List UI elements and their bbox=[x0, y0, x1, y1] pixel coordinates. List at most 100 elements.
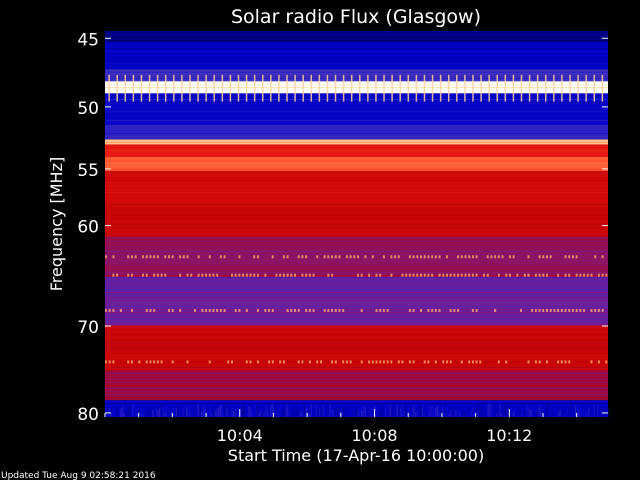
interference-streak bbox=[286, 74, 288, 102]
frequency-bands bbox=[105, 31, 608, 417]
dashed-emission-mark bbox=[423, 255, 426, 259]
low-band-texture bbox=[366, 403, 368, 417]
low-band-texture bbox=[460, 408, 462, 417]
dashed-emission-mark bbox=[571, 309, 574, 313]
low-band-texture bbox=[490, 403, 493, 417]
dashed-emission-mark bbox=[223, 309, 226, 313]
dashed-emission-mark bbox=[282, 360, 285, 364]
low-band-texture bbox=[163, 412, 166, 417]
band-texture-line bbox=[105, 277, 608, 278]
y-tick-label: 55 bbox=[77, 161, 99, 181]
low-band-texture bbox=[450, 409, 452, 417]
interference-streak bbox=[334, 74, 337, 102]
updated-timestamp: Updated Tue Aug 9 02:58:21 2016 bbox=[1, 471, 156, 480]
band-texture-line bbox=[105, 337, 608, 338]
low-band-texture bbox=[601, 410, 604, 417]
band-texture-line bbox=[105, 209, 608, 210]
dashed-emission-mark bbox=[468, 255, 471, 259]
band-texture-line bbox=[105, 54, 608, 55]
low-band-texture bbox=[549, 406, 552, 417]
x-axis: 10:04 10:08 10:12 bbox=[104, 409, 578, 445]
low-band-texture bbox=[335, 404, 338, 417]
dashed-emission-mark bbox=[338, 309, 341, 313]
low-band-texture bbox=[147, 409, 149, 417]
band-texture-line bbox=[105, 331, 608, 332]
low-band-texture bbox=[344, 410, 346, 417]
low-band-texture bbox=[416, 409, 419, 417]
dashed-emission-mark bbox=[412, 273, 415, 277]
low-band-texture bbox=[436, 405, 439, 417]
low-band-texture bbox=[185, 406, 188, 417]
dashed-emission-mark bbox=[583, 309, 586, 313]
dashed-emission-mark bbox=[242, 273, 245, 277]
low-band-texture bbox=[286, 403, 289, 417]
dashed-emission-mark bbox=[538, 360, 541, 364]
y-tick-label: 60 bbox=[77, 218, 99, 238]
dashed-emission-mark bbox=[130, 273, 133, 277]
dashed-emission-mark bbox=[268, 360, 271, 364]
low-band-texture bbox=[194, 406, 196, 417]
low-band-texture bbox=[484, 411, 486, 417]
dashed-emission-mark bbox=[342, 309, 345, 313]
low-band-texture bbox=[142, 410, 144, 417]
dashed-emission-mark bbox=[331, 360, 334, 364]
dashed-emission-mark bbox=[112, 255, 115, 259]
low-band-texture bbox=[551, 404, 553, 417]
band-texture-line bbox=[105, 324, 608, 325]
interference-streak bbox=[181, 74, 183, 102]
dashed-emission-mark bbox=[475, 360, 478, 364]
low-band-texture bbox=[480, 407, 483, 417]
band-texture-line bbox=[105, 300, 608, 301]
dashed-emission-mark bbox=[534, 309, 537, 313]
dashed-emission-mark bbox=[331, 273, 334, 277]
dashed-emission-mark bbox=[338, 255, 341, 259]
band-texture-line bbox=[105, 254, 608, 255]
dashed-emission-mark bbox=[149, 255, 152, 259]
dashed-emission-mark bbox=[256, 273, 259, 277]
low-band-texture bbox=[123, 412, 126, 417]
band-texture-line bbox=[105, 328, 608, 329]
low-band-texture bbox=[226, 408, 228, 417]
dashed-emission-mark bbox=[219, 255, 222, 259]
dashed-emission-mark bbox=[586, 273, 589, 277]
dashed-emission-mark bbox=[238, 309, 241, 313]
low-band-texture bbox=[162, 405, 164, 417]
dashed-emission-mark bbox=[227, 360, 230, 364]
interference-streak bbox=[528, 74, 531, 102]
band-texture-line bbox=[105, 96, 608, 97]
low-band-texture bbox=[152, 410, 154, 417]
low-band-texture bbox=[438, 411, 441, 417]
dashed-emission-mark bbox=[564, 255, 567, 259]
dashed-emission-mark bbox=[405, 273, 408, 277]
dashed-emission-mark bbox=[360, 273, 363, 277]
band-texture-line bbox=[105, 248, 608, 249]
dashed-emission-mark bbox=[464, 273, 467, 277]
dashed-emission-mark bbox=[564, 309, 567, 313]
low-band-texture bbox=[135, 410, 137, 417]
low-band-texture bbox=[512, 411, 515, 417]
dashed-emission-mark bbox=[264, 309, 267, 313]
dashed-emission-mark bbox=[464, 255, 467, 259]
low-band-texture bbox=[276, 411, 279, 417]
low-band-texture bbox=[580, 408, 582, 417]
band-texture-line bbox=[105, 147, 608, 148]
interference-streak bbox=[439, 74, 442, 102]
dashed-emission-mark bbox=[527, 360, 530, 364]
frequency-band bbox=[105, 325, 608, 371]
dashed-emission-mark bbox=[568, 309, 571, 313]
dashed-emission-mark bbox=[379, 309, 382, 313]
dashed-emission-mark bbox=[171, 255, 174, 259]
low-band-texture bbox=[399, 408, 402, 417]
low-band-texture bbox=[106, 404, 109, 417]
dashed-emission-mark bbox=[557, 309, 560, 313]
band-texture-line bbox=[105, 153, 608, 154]
low-band-texture bbox=[588, 407, 590, 417]
frequency-band bbox=[105, 203, 608, 237]
interference-streak bbox=[569, 74, 571, 102]
band-texture-line bbox=[105, 236, 608, 237]
interference-streak bbox=[205, 74, 207, 102]
low-band-texture bbox=[458, 411, 461, 417]
low-band-texture bbox=[349, 411, 351, 417]
band-texture-line bbox=[105, 84, 608, 85]
interference-streak bbox=[213, 74, 215, 102]
